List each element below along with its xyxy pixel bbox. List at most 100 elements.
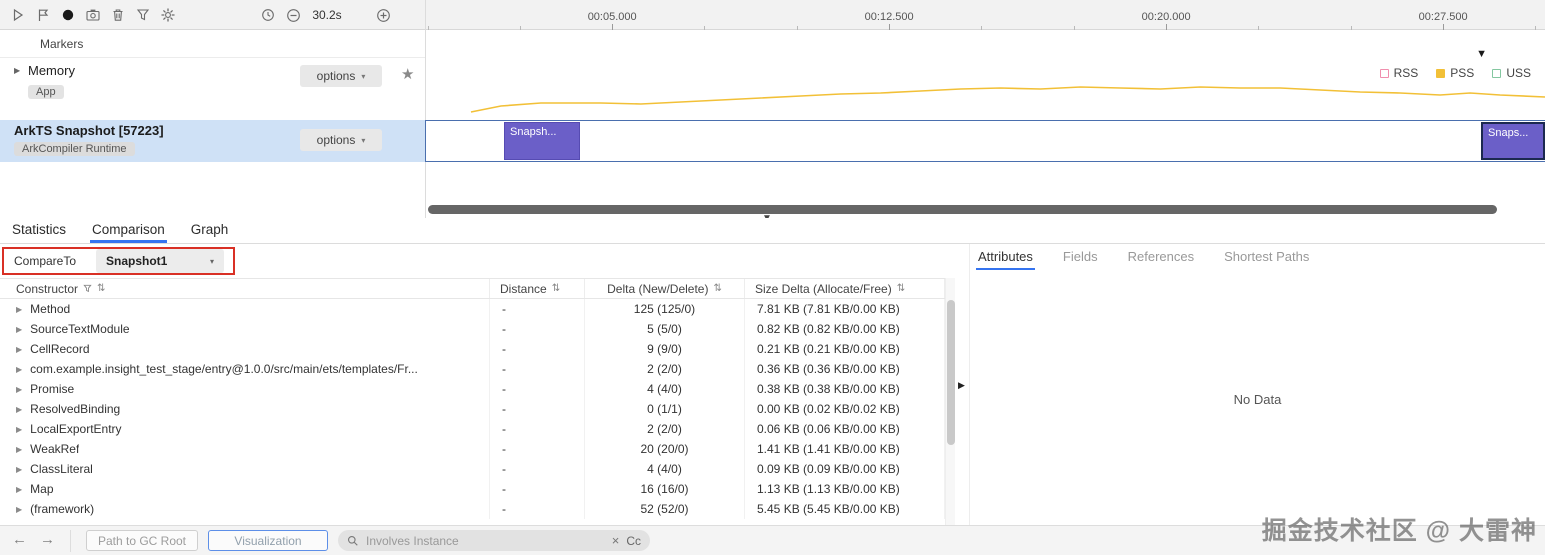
size-delta-cell: 7.81 KB (7.81 KB/0.00 KB)	[745, 299, 945, 319]
chevron-down-icon: ▾	[209, 256, 214, 266]
timeline-ruler[interactable]: 00:05.000 00:12.500 00:20.000 00:27.500	[425, 0, 1545, 30]
expand-icon[interactable]: ▶	[16, 464, 23, 474]
detail-tab-fields[interactable]: Fields	[1062, 248, 1098, 264]
expand-icon[interactable]: ▶	[16, 364, 23, 374]
expand-icon[interactable]: ▶	[16, 304, 23, 314]
flag-icon[interactable]	[35, 7, 51, 23]
constructor-cell: Promise	[30, 382, 75, 396]
filter-icon[interactable]	[135, 7, 151, 23]
delta-cell: 0 (1/1)	[585, 399, 745, 419]
elapsed-time-icon	[260, 7, 276, 23]
filter-funnel-icon[interactable]	[83, 284, 92, 293]
timeline-tick-label: 00:27.500	[1418, 11, 1468, 23]
chart-dropdown-icon[interactable]: ▼	[1476, 48, 1487, 60]
size-delta-cell: 0.82 KB (0.82 KB/0.00 KB)	[745, 319, 945, 339]
chevron-down-icon: ▾	[361, 71, 366, 81]
pane-splitter[interactable]: ▶	[955, 244, 969, 525]
size-delta-cell: 1.13 KB (1.13 KB/0.00 KB)	[745, 479, 945, 499]
snapshot-track-header[interactable]: ArkTS Snapshot [57223] ArkCompiler Runti…	[0, 120, 425, 162]
expand-icon[interactable]: ▶	[16, 384, 23, 394]
expand-icon[interactable]: ▶	[16, 324, 23, 334]
compare-to-dropdown[interactable]: Snapshot1 ▾	[96, 249, 224, 273]
table-row[interactable]: ▶ Map - 16 (16/0) 1.13 KB (1.13 KB/0.00 …	[0, 479, 945, 499]
delta-cell: 16 (16/0)	[585, 479, 745, 499]
chevron-down-icon: ▾	[361, 135, 366, 145]
zoom-in-icon[interactable]	[375, 7, 391, 23]
sort-icon[interactable]: ⇅	[896, 283, 906, 294]
tab-comparison[interactable]: Comparison	[90, 218, 167, 243]
column-header-size-delta[interactable]: Size Delta (Allocate/Free) ⇅	[745, 279, 945, 298]
size-delta-cell: 0.36 KB (0.36 KB/0.00 KB)	[745, 359, 945, 379]
screenshot-icon[interactable]	[85, 7, 101, 23]
search-clear-icon[interactable]: ×	[611, 533, 620, 548]
legend-rss[interactable]: RSS	[1379, 66, 1418, 80]
detail-tab-references[interactable]: References	[1127, 248, 1195, 264]
memory-options-button[interactable]: options ▾	[300, 65, 382, 87]
table-row[interactable]: ▶ Method - 125 (125/0) 7.81 KB (7.81 KB/…	[0, 299, 945, 319]
table-row[interactable]: ▶ com.example.insight_test_stage/entry@1…	[0, 359, 945, 379]
legend-uss[interactable]: USS	[1492, 66, 1531, 80]
expand-icon[interactable]: ▶	[16, 444, 23, 454]
timeline-tick	[981, 26, 983, 30]
forward-arrow-icon[interactable]: →	[40, 531, 55, 548]
delta-cell: 5 (5/0)	[585, 319, 745, 339]
table-row[interactable]: ▶ (framework) - 52 (52/0) 5.45 KB (5.45 …	[0, 499, 945, 519]
favorite-star-icon[interactable]: ★	[401, 66, 415, 83]
memory-track-header[interactable]: ▶ Memory App options ▾ ★	[0, 58, 425, 120]
instance-details-pane: Attributes Fields References Shortest Paths…	[969, 244, 1545, 525]
timeline-tick	[1073, 26, 1075, 30]
match-case-toggle[interactable]: Cc	[626, 533, 641, 548]
delta-cell: 20 (20/0)	[585, 439, 745, 459]
timeline-tick-label: 00:20.000	[1141, 11, 1191, 23]
legend-pss[interactable]: PSS	[1436, 66, 1474, 80]
splitter-expand-icon[interactable]: ▶	[958, 380, 965, 390]
table-row[interactable]: ▶ ClassLiteral - 4 (4/0) 0.09 KB (0.09 K…	[0, 459, 945, 479]
back-arrow-icon[interactable]: ←	[12, 531, 27, 548]
path-to-gc-root-button[interactable]: Path to GC Root	[86, 530, 198, 551]
sort-icon[interactable]: ⇅	[713, 283, 722, 294]
zoom-out-icon[interactable]	[285, 7, 301, 23]
resume-icon[interactable]	[10, 7, 26, 23]
expand-icon[interactable]: ▶	[16, 404, 23, 414]
record-icon[interactable]	[60, 7, 76, 23]
delete-icon[interactable]	[110, 7, 126, 23]
horizontal-scrollbar[interactable]	[428, 205, 1497, 214]
search-input[interactable]: Involves Instance × Cc	[338, 530, 650, 551]
table-row[interactable]: ▶ SourceTextModule - 5 (5/0) 0.82 KB (0.…	[0, 319, 945, 339]
sort-icon[interactable]: ⇅	[97, 283, 106, 294]
column-header-distance[interactable]: Distance ⇅	[490, 279, 585, 298]
snapshot-options-button[interactable]: options ▾	[300, 129, 382, 151]
table-row[interactable]: ▶ CellRecord - 9 (9/0) 0.21 KB (0.21 KB/…	[0, 339, 945, 359]
column-header-delta[interactable]: Delta (New/Delete) ⇅	[585, 279, 745, 298]
column-header-constructor[interactable]: Constructor ⇅	[0, 279, 490, 298]
main-tabs: Statistics Comparison Graph	[0, 218, 1545, 244]
compare-to-value: Snapshot1	[106, 254, 168, 268]
settings-gear-icon[interactable]	[160, 7, 176, 23]
expand-icon[interactable]: ▶	[16, 484, 23, 494]
vertical-scrollbar[interactable]	[945, 278, 955, 525]
footer-divider	[70, 530, 71, 552]
distance-cell: -	[490, 479, 585, 499]
detail-tab-attributes[interactable]: Attributes	[976, 244, 1035, 270]
visualization-button[interactable]: Visualization	[208, 530, 328, 551]
snapshot-track-lane[interactable]: Snapsh... Snaps...	[425, 120, 1545, 162]
detail-tab-shortest-paths[interactable]: Shortest Paths	[1224, 248, 1310, 264]
table-row[interactable]: ▶ Promise - 4 (4/0) 0.38 KB (0.38 KB/0.0…	[0, 379, 945, 399]
snapshot-chip-selected[interactable]: Snaps...	[1481, 122, 1545, 160]
expand-icon[interactable]: ▶	[16, 344, 23, 354]
memory-chart[interactable]: ▼ RSS PSS USS	[426, 30, 1545, 120]
tab-statistics[interactable]: Statistics	[12, 221, 67, 237]
tab-graph[interactable]: Graph	[190, 221, 229, 237]
table-row[interactable]: ▶ LocalExportEntry - 2 (2/0) 0.06 KB (0.…	[0, 419, 945, 439]
expand-icon[interactable]: ▶	[16, 424, 23, 434]
table-row[interactable]: ▶ ResolvedBinding - 0 (1/1) 0.00 KB (0.0…	[0, 399, 945, 419]
profiler-toolbar: 30.2s 00:05.000 00:12.500 00:20.000 00:27.5…	[0, 0, 1545, 30]
table-row[interactable]: ▶ WeakRef - 20 (20/0) 1.41 KB (1.41 KB/0…	[0, 439, 945, 459]
timeline-tick	[519, 26, 521, 30]
sort-icon[interactable]: ⇅	[551, 283, 561, 294]
vertical-scrollbar-thumb[interactable]	[947, 300, 955, 445]
snapshot-chip[interactable]: Snapsh...	[504, 122, 580, 160]
memory-expand-icon[interactable]: ▶	[14, 66, 21, 75]
expand-icon[interactable]: ▶	[16, 504, 23, 514]
timeline-tick	[612, 24, 614, 30]
